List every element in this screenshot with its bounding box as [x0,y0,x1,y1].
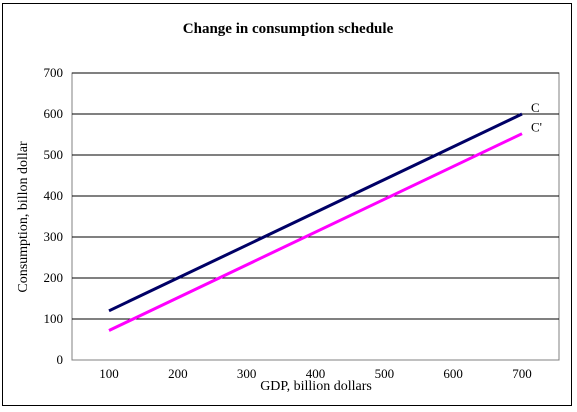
x-tick-label: 500 [375,366,395,381]
series-line [108,132,523,332]
x-tick-label: 100 [99,366,119,381]
x-axis-label: GDP, billion dollars [260,379,372,394]
x-tick-label: 200 [168,366,188,381]
series-lines [108,112,523,332]
y-tick-labels: 0 100 200 300 400 500 600 700 [44,65,64,367]
x-tick-labels: 100 200 300 400 500 600 700 [99,366,532,381]
series-line [108,112,523,313]
series-label: C' [531,120,542,135]
series-label: C [531,100,540,115]
grid-lines [72,72,559,320]
y-tick-label: 500 [44,147,64,162]
x-tick-label: 700 [512,366,532,381]
chart-title: Change in consumption schedule [183,21,394,37]
plot-area [71,72,560,361]
series-labels: C C' [531,100,542,135]
y-tick-label: 300 [44,229,64,244]
y-tick-label: 400 [44,188,64,203]
y-axis-label: Consumption, billon dollar [16,141,31,293]
y-tick-label: 200 [44,270,64,285]
y-tick-label: 700 [44,65,64,80]
y-tick-label: 0 [57,352,64,367]
y-tick-label: 100 [44,311,64,326]
x-tick-label: 400 [306,366,326,381]
x-tick-label: 300 [237,366,257,381]
x-tick-label: 600 [443,366,463,381]
y-tick-label: 600 [44,106,64,121]
